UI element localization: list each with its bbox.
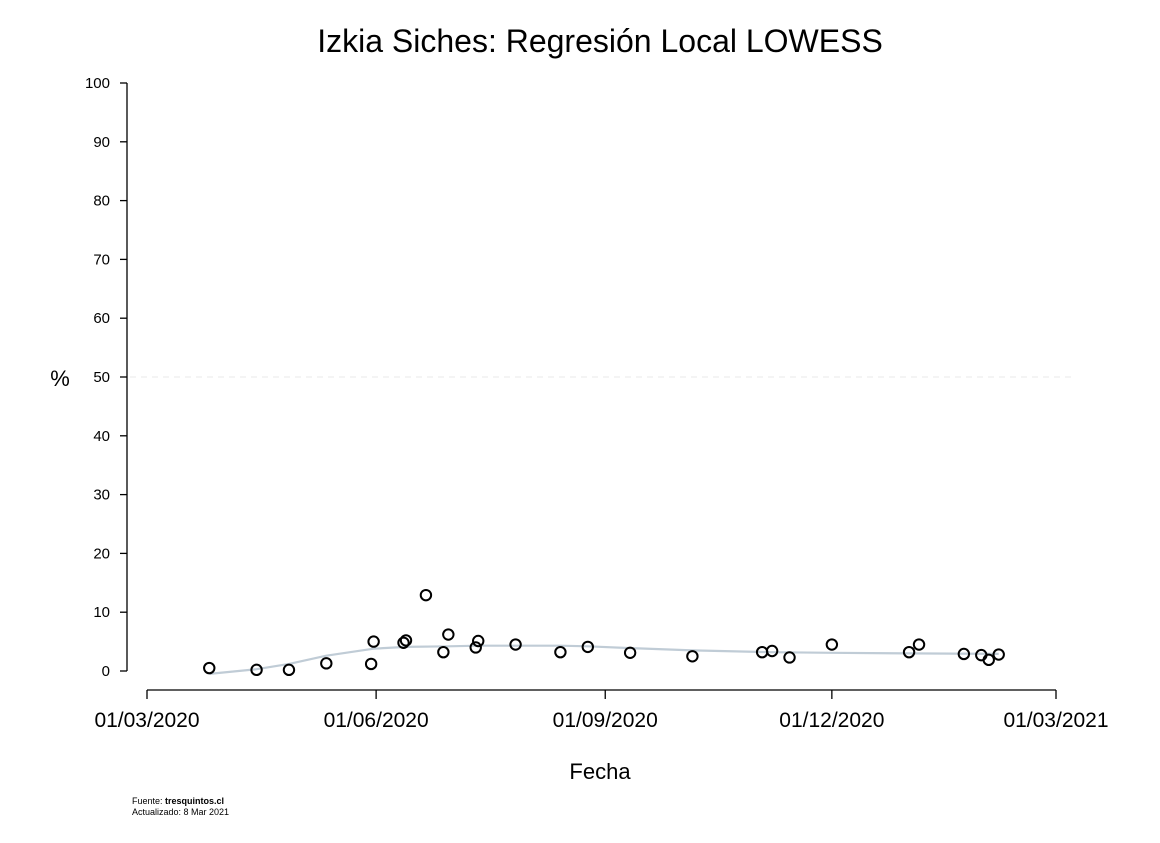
x-tick-label: 01/03/2020 [94, 709, 199, 732]
data-point [912, 638, 926, 651]
y-axis-label: % [50, 366, 70, 391]
x-tick-label: 01/12/2020 [779, 709, 884, 732]
x-axis: 01/03/2020 01/06/2020 01/09/2020 01/12/2020… [94, 689, 1109, 732]
chart-title: Izkia Siches: Regresión Local LOWESS [317, 23, 883, 59]
y-tick-label: 60 [93, 310, 110, 327]
data-point [437, 645, 450, 659]
y-tick-label: 20 [93, 545, 110, 562]
y-tick-label: 40 [93, 428, 110, 445]
data-point [442, 628, 455, 641]
y-tick-label: 70 [93, 251, 110, 268]
y-tick-label: 90 [93, 134, 110, 151]
data-point [419, 588, 433, 602]
footer-updated: Actualizado: 8 Mar 2021 [132, 807, 230, 817]
y-tick-label: 50 [93, 369, 110, 386]
x-tick-label: 01/03/2021 [1003, 709, 1108, 732]
lowess-line [209, 644, 999, 675]
y-tick-label: 80 [93, 193, 110, 210]
data-point [397, 636, 410, 649]
data-point [825, 638, 839, 651]
data-point [765, 644, 779, 658]
data-point [902, 645, 916, 659]
y-tick-label: 100 [85, 75, 110, 92]
data-point [282, 663, 296, 677]
lowess-line-layer [209, 644, 999, 675]
data-point [509, 638, 522, 651]
data-point [364, 657, 378, 671]
footer-source-prefix: Fuente: [132, 796, 166, 806]
footer: Fuente: tresquintos.cl Actualizado: 8 Ma… [132, 796, 229, 818]
data-point [472, 634, 485, 648]
data-point [686, 650, 699, 663]
data-point [469, 641, 482, 654]
x-tick-label: 01/06/2020 [324, 709, 429, 732]
data-point [623, 646, 637, 659]
data-point [982, 653, 995, 667]
footer-source-name: tresquintos.cl [165, 796, 225, 806]
y-axis: 0 10 20 30 40 50 60 70 80 90 100 [85, 75, 128, 680]
data-point [203, 661, 216, 675]
data-point [399, 634, 413, 647]
scatter-points [203, 588, 1005, 677]
data-point [992, 648, 1005, 661]
data-point [957, 647, 971, 661]
x-axis-label: Fecha [569, 759, 631, 784]
data-point [250, 663, 263, 677]
footer-source: Fuente: tresquintos.cl [132, 796, 229, 807]
data-point [554, 645, 567, 659]
data-point [581, 640, 595, 654]
data-point [367, 635, 380, 648]
x-tick-label: 01/09/2020 [553, 709, 658, 732]
data-point [320, 657, 333, 670]
data-point [783, 651, 796, 664]
y-tick-label: 10 [93, 604, 110, 621]
y-tick-label: 30 [93, 487, 110, 504]
y-tick-label: 0 [102, 663, 110, 680]
